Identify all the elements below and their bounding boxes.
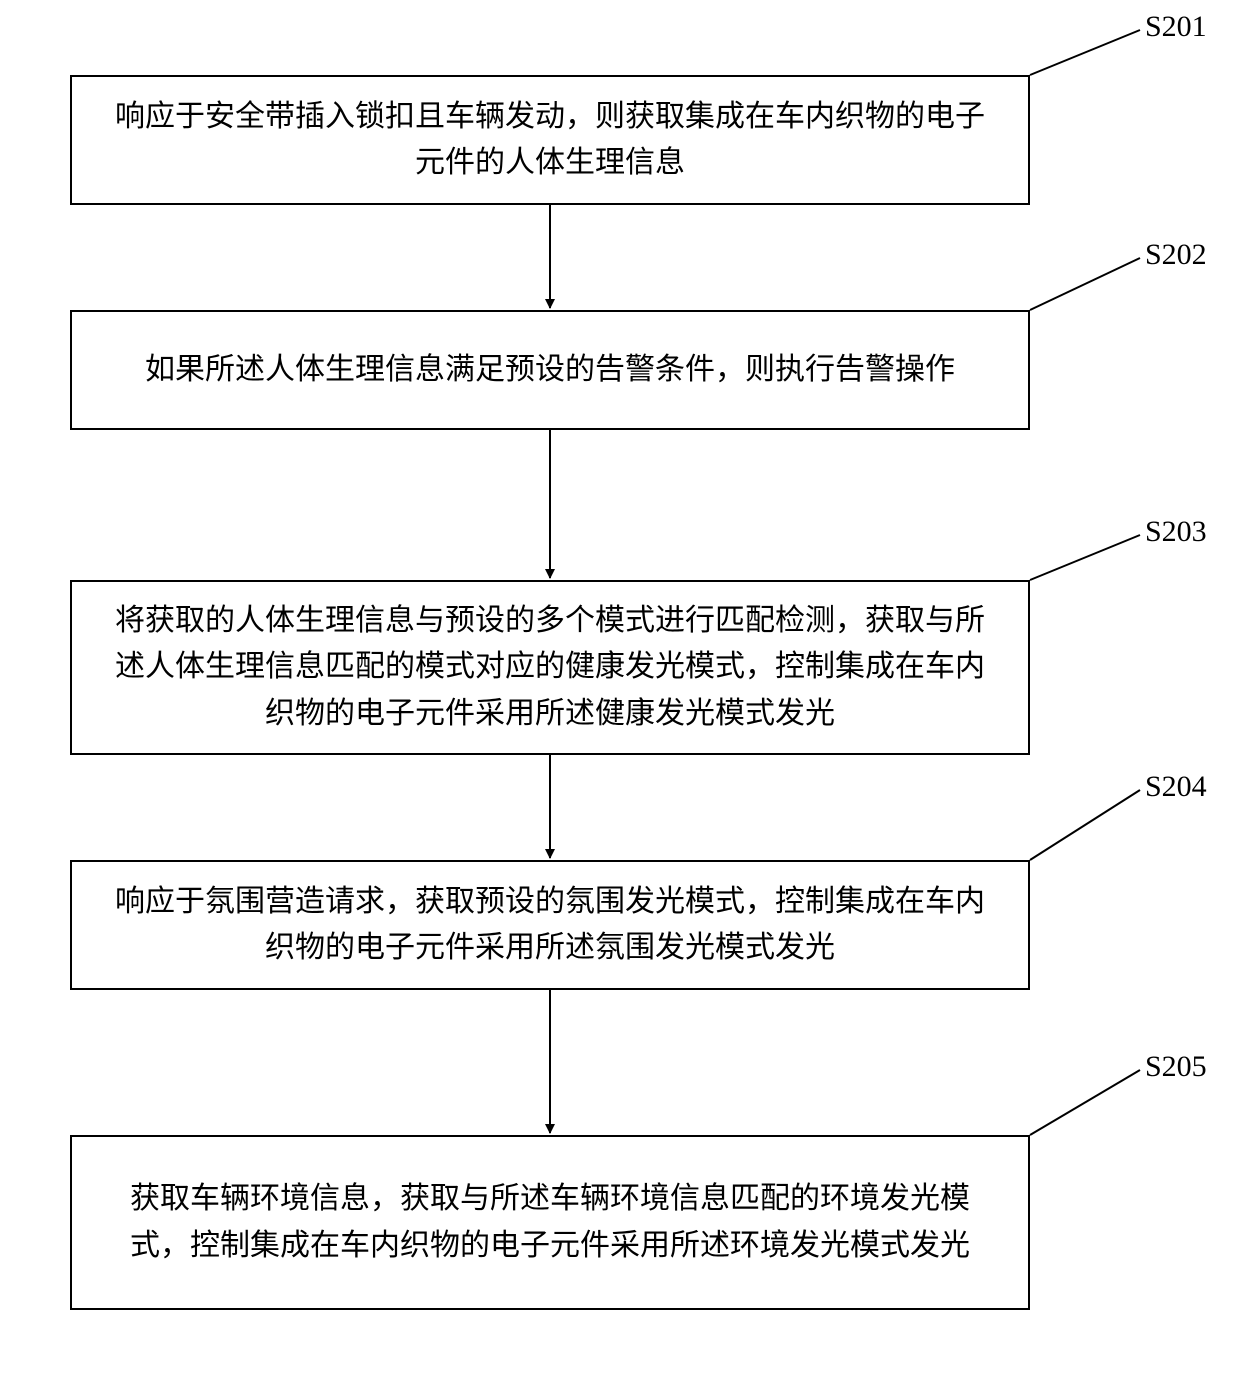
leader-s202: [1030, 258, 1140, 310]
step-text: 如果所述人体生理信息满足预设的告警条件，则执行告警操作: [145, 347, 955, 394]
step-label-s205: S205: [1145, 1050, 1207, 1084]
step-text: 响应于安全带插入锁扣且车辆发动，则获取集成在车内织物的电子元件的人体生理信息: [102, 94, 998, 187]
step-label-s204: S204: [1145, 770, 1207, 804]
step-text: 将获取的人体生理信息与预设的多个模式进行匹配检测，获取与所述人体生理信息匹配的模…: [102, 598, 998, 738]
step-text: 响应于氛围营造请求，获取预设的氛围发光模式，控制集成在车内织物的电子元件采用所述…: [102, 879, 998, 972]
step-label-s203: S203: [1145, 515, 1207, 549]
step-box-s203: 将获取的人体生理信息与预设的多个模式进行匹配检测，获取与所述人体生理信息匹配的模…: [70, 580, 1030, 755]
step-text: 获取车辆环境信息，获取与所述车辆环境信息匹配的环境发光模式，控制集成在车内织物的…: [102, 1176, 998, 1269]
step-box-s205: 获取车辆环境信息，获取与所述车辆环境信息匹配的环境发光模式，控制集成在车内织物的…: [70, 1135, 1030, 1310]
step-box-s201: 响应于安全带插入锁扣且车辆发动，则获取集成在车内织物的电子元件的人体生理信息: [70, 75, 1030, 205]
leader-s201: [1030, 30, 1140, 75]
leader-s203: [1030, 535, 1140, 580]
step-label-s202: S202: [1145, 238, 1207, 272]
leader-s205: [1030, 1070, 1140, 1135]
step-label-s201: S201: [1145, 10, 1207, 44]
step-box-s204: 响应于氛围营造请求，获取预设的氛围发光模式，控制集成在车内织物的电子元件采用所述…: [70, 860, 1030, 990]
leader-s204: [1030, 790, 1140, 860]
flowchart-canvas: 响应于安全带插入锁扣且车辆发动，则获取集成在车内织物的电子元件的人体生理信息 S…: [0, 0, 1240, 1374]
step-box-s202: 如果所述人体生理信息满足预设的告警条件，则执行告警操作: [70, 310, 1030, 430]
